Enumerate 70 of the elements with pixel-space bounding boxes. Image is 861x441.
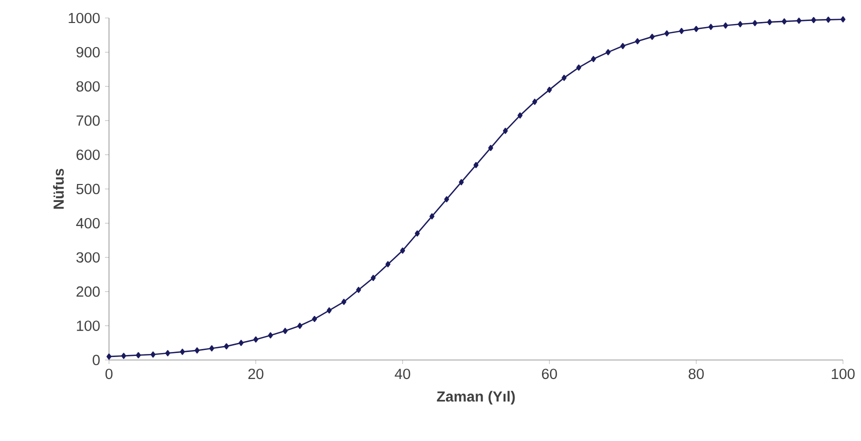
point — [370, 274, 376, 281]
point — [121, 352, 126, 359]
point — [326, 307, 332, 314]
x-tick-label: 80 — [688, 368, 704, 380]
point — [752, 20, 758, 26]
point — [576, 64, 582, 71]
point — [826, 16, 831, 23]
y-tick-label: 900 — [76, 47, 100, 58]
y-axis-title: Nüfus — [53, 168, 64, 209]
point — [502, 128, 508, 134]
point — [429, 213, 434, 220]
point — [209, 345, 214, 352]
point — [297, 322, 302, 329]
point — [664, 30, 670, 36]
point — [150, 351, 156, 358]
point — [620, 42, 626, 50]
point — [341, 298, 346, 305]
point — [400, 247, 406, 254]
point — [546, 86, 552, 93]
y-tick-label: 100 — [76, 320, 100, 331]
x-axis-title: Zaman (Yıl) — [436, 390, 515, 405]
y-tick-label: 600 — [76, 150, 100, 160]
point — [562, 74, 567, 81]
point — [268, 332, 273, 338]
point — [165, 350, 170, 356]
point — [106, 353, 112, 360]
point — [532, 98, 538, 105]
y-tick-label: 1000 — [68, 12, 100, 24]
x-tick-label: 0 — [105, 368, 112, 380]
point — [738, 21, 743, 28]
point — [518, 112, 523, 119]
point — [414, 230, 420, 237]
point — [679, 28, 684, 34]
point — [796, 18, 802, 24]
point — [238, 340, 244, 346]
point — [385, 261, 390, 268]
point — [723, 22, 728, 29]
point — [767, 19, 772, 26]
point — [694, 26, 699, 32]
point — [474, 162, 478, 168]
point — [635, 38, 640, 44]
point — [488, 144, 494, 152]
point — [840, 16, 846, 22]
point — [224, 343, 229, 350]
point — [708, 24, 714, 30]
y-tick-label: 200 — [76, 286, 100, 297]
point — [312, 316, 317, 322]
point — [444, 196, 450, 202]
y-tick-label: 400 — [76, 218, 100, 228]
x-tick-label: 20 — [248, 368, 264, 380]
y-tick-label: 500 — [76, 184, 100, 194]
point — [253, 336, 258, 343]
point — [180, 348, 185, 355]
y-tick-label: 700 — [76, 115, 100, 126]
point — [136, 352, 141, 358]
point — [356, 286, 362, 293]
point — [590, 56, 596, 62]
point — [458, 179, 464, 186]
y-tick-label: 0 — [92, 354, 100, 366]
x-tick-label: 40 — [394, 368, 410, 380]
x-tick-label: 60 — [542, 368, 557, 380]
point — [650, 34, 655, 40]
y-tick-label: 300 — [76, 252, 100, 263]
point — [194, 347, 200, 354]
point — [606, 49, 611, 56]
y-tick-label: 800 — [76, 81, 100, 92]
point — [282, 328, 288, 334]
point — [782, 18, 787, 24]
point — [811, 16, 816, 24]
x-tick-label: 100 — [832, 368, 855, 380]
